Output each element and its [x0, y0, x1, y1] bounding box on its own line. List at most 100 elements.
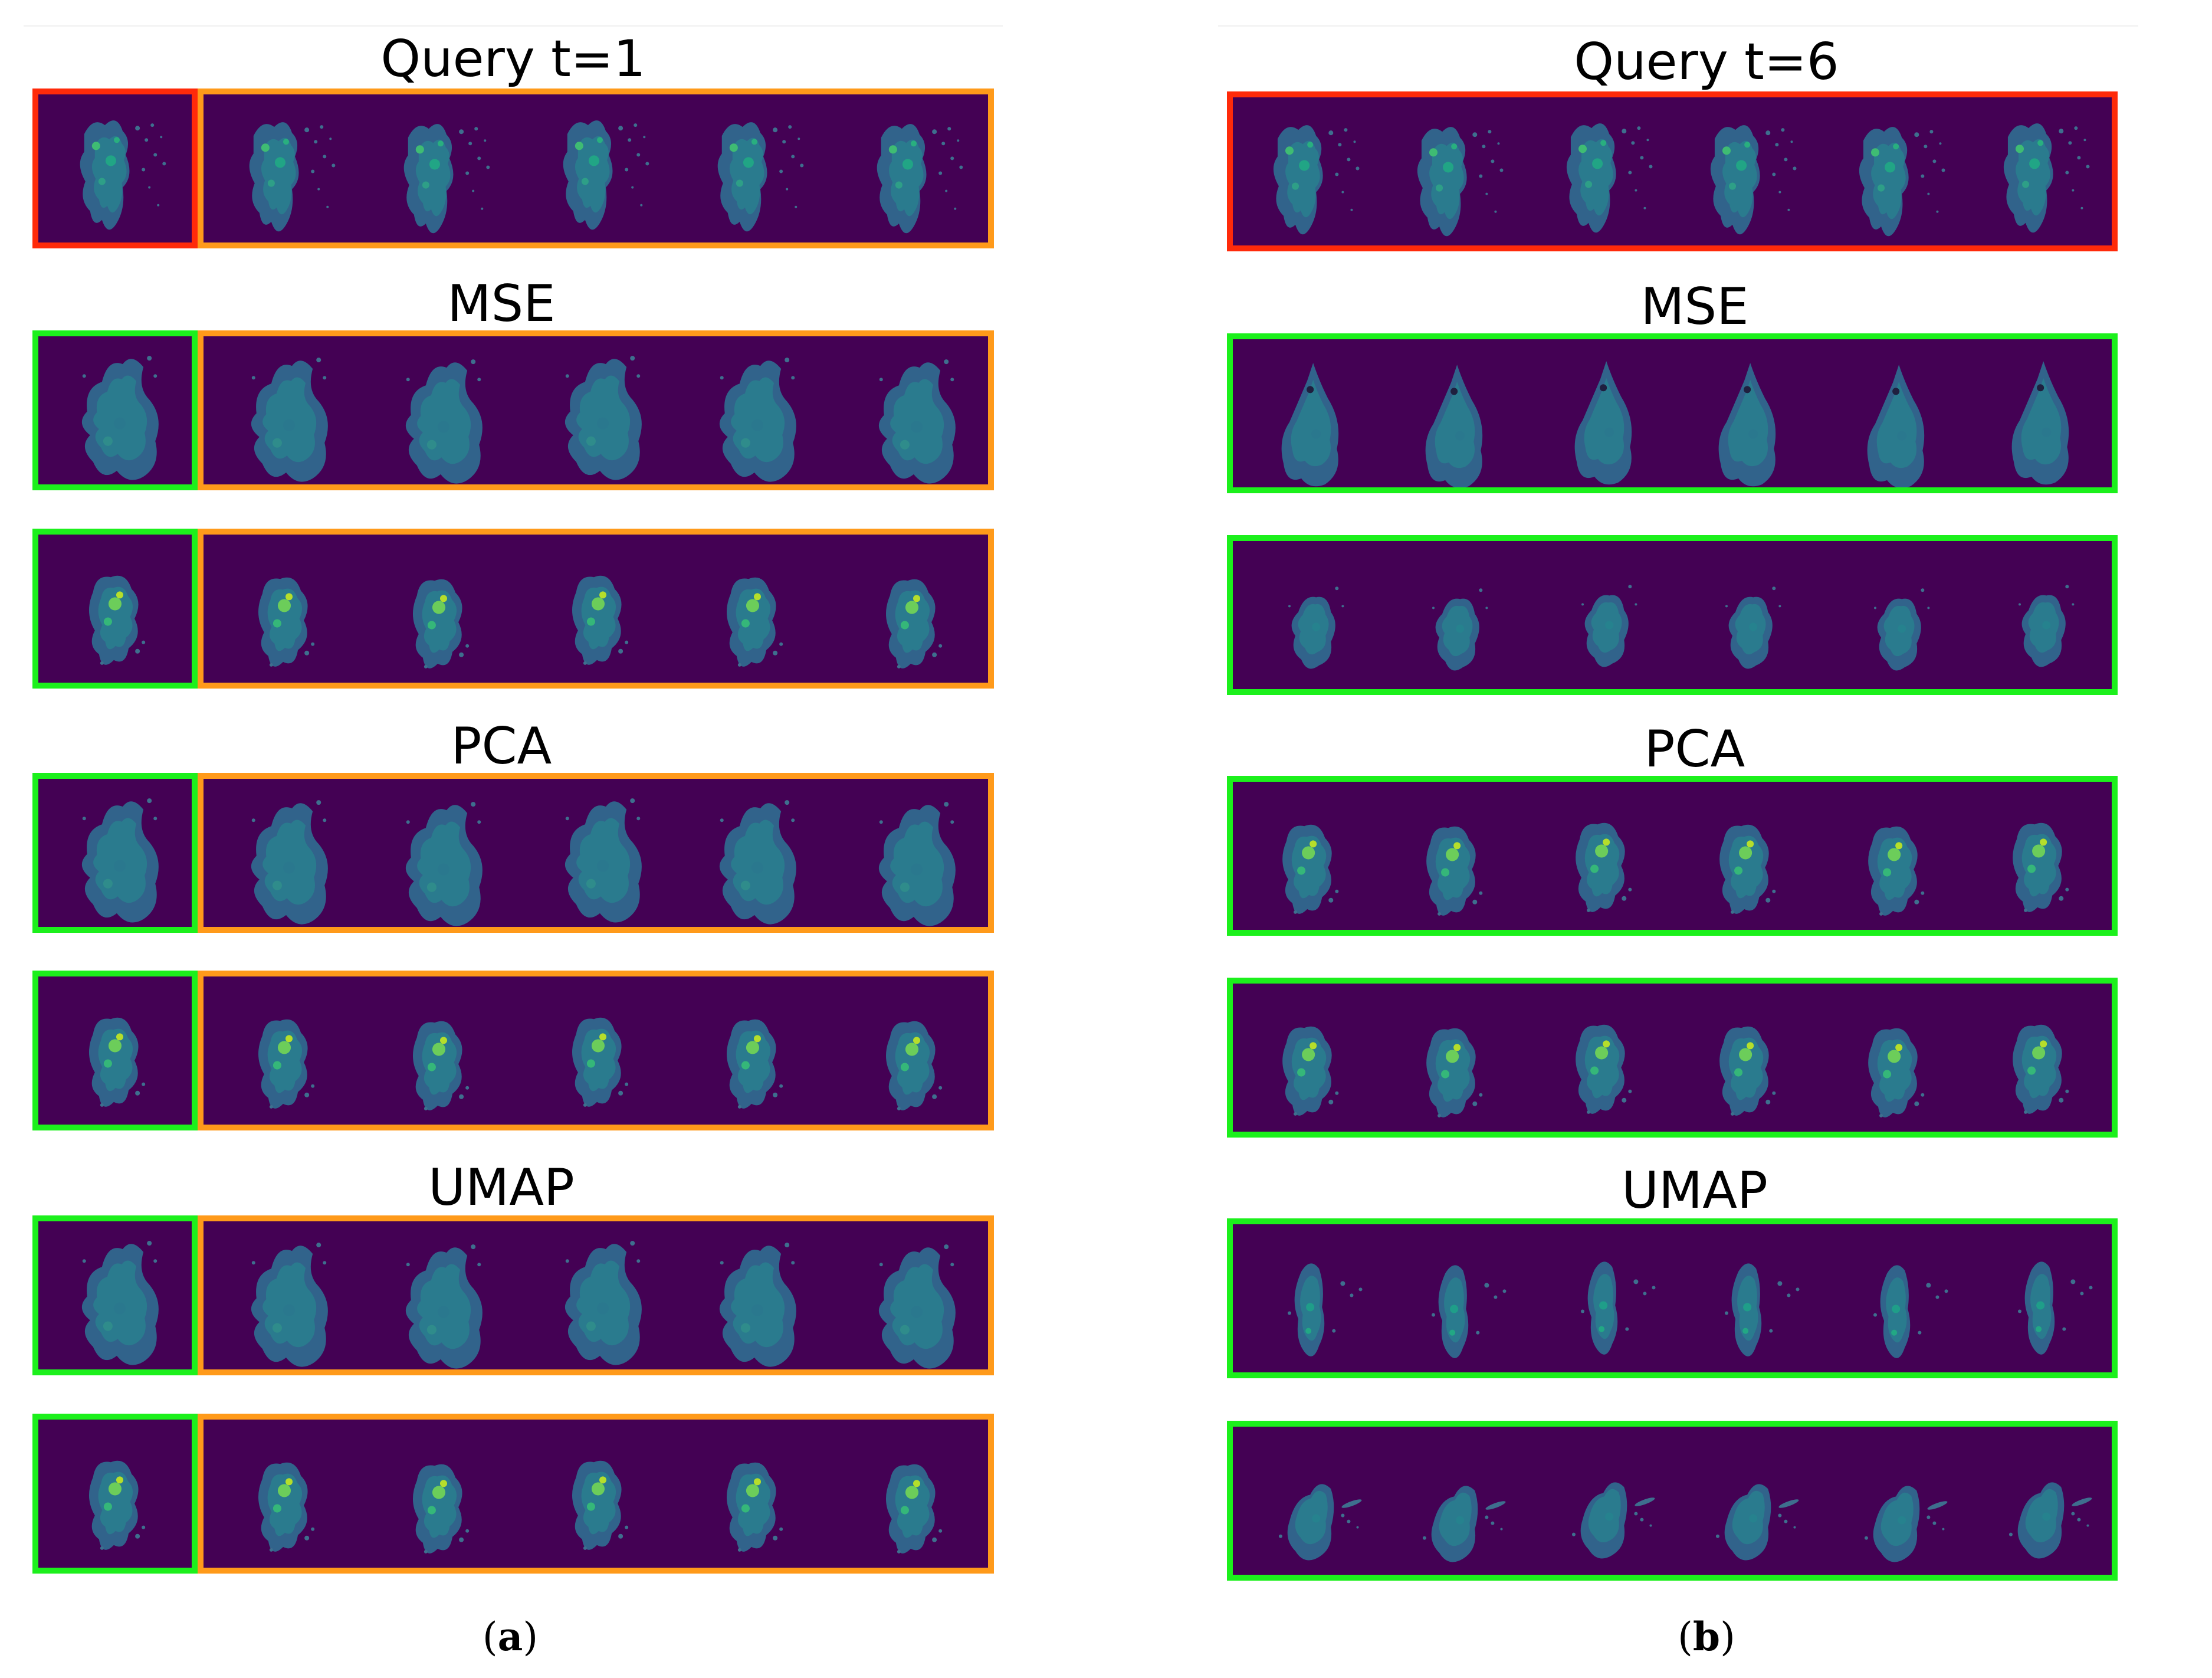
frame-heatmap: [1824, 547, 1971, 689]
heatmap-speck: [1932, 159, 1937, 163]
heatmap-blob-core: [1584, 378, 1624, 465]
heatmap-speck: [1423, 1536, 1427, 1540]
frame-heatmap: [209, 1227, 366, 1369]
panel-top-rule: [24, 25, 1003, 27]
heatmap-speck: [625, 640, 629, 644]
heatmap-speck: [406, 378, 410, 382]
heatmap-speck: [1649, 165, 1653, 169]
heatmap-blob-core: [1295, 1490, 1328, 1545]
heatmap-hotspot: [426, 882, 437, 892]
heatmap-speck: [1338, 143, 1342, 147]
heatmap-speck: [135, 1090, 140, 1096]
heatmap-hotspot: [437, 421, 450, 433]
heatmap-speck: [791, 376, 795, 380]
frame-heatmap: [1385, 989, 1531, 1132]
heatmap-speck: [1499, 168, 1504, 172]
heatmap-speck: [950, 378, 954, 382]
heatmap-speck: [474, 127, 478, 131]
heatmap-hotspot: [2027, 1066, 2036, 1075]
heatmap-svg: [1867, 365, 1925, 487]
heatmap-speck: [82, 1259, 86, 1263]
frame-heatmap: [366, 540, 523, 683]
heatmap-hotspot: [1307, 142, 1314, 148]
heatmap-hotspot: [285, 593, 293, 601]
heatmap-speck: [2062, 1327, 2066, 1331]
heatmap-speck: [618, 648, 623, 654]
heatmap-svg: [251, 1243, 328, 1367]
heatmap-speck: [785, 358, 790, 363]
heatmap-speck: [320, 125, 324, 129]
heatmap-speck: [950, 156, 954, 160]
heatmap-blob-core: [736, 1030, 771, 1093]
heatmap-speck: [465, 644, 470, 648]
heatmap-speck: [2074, 126, 2078, 130]
heatmap-speck: [1341, 191, 1344, 194]
heatmap-speck: [795, 205, 797, 208]
heatmap-hotspot: [1310, 1042, 1317, 1050]
frame-heatmap: [523, 1227, 680, 1369]
heatmap-speck: [1488, 130, 1492, 134]
heatmap-speck: [1328, 1099, 1334, 1105]
heatmap-speck: [477, 156, 481, 160]
panel-a: Query t=1 MSE PCA UMAP (a): [24, 25, 1003, 1660]
heatmap-hotspot: [591, 1482, 605, 1496]
strip-a-umap-1: [32, 1215, 994, 1375]
frame-heatmap: [1239, 547, 1385, 689]
frame-heatmap: [366, 1425, 523, 1568]
frame-heatmap: [1239, 989, 1385, 1132]
heatmap-speck: [1637, 126, 1641, 130]
heatmap-speck: [2070, 1279, 2076, 1284]
heatmap-speck: [625, 1525, 629, 1529]
heatmap-svg: [88, 575, 146, 665]
heatmap-speck: [1932, 1521, 1937, 1525]
heatmap-hotspot: [2039, 1040, 2047, 1048]
heatmap-blob-core: [1871, 142, 1906, 219]
heatmap-hotspot: [599, 1033, 607, 1041]
heatmap-blob-core: [1291, 835, 1327, 899]
context-frames-box: [198, 89, 994, 248]
heatmap-speck: [1332, 1329, 1336, 1333]
heatmap-speck: [631, 186, 634, 189]
heatmap-blob-core: [261, 137, 296, 215]
heatmap-speck: [938, 171, 943, 175]
heatmap-hotspot: [596, 1302, 609, 1315]
heatmap-speck: [1586, 1110, 1590, 1114]
heatmap-speck: [2072, 603, 2075, 606]
heatmap-hotspot: [116, 1033, 124, 1041]
heatmap-speck: [636, 153, 641, 157]
heatmap-speck: [1335, 172, 1339, 176]
heatmap-hotspot: [105, 155, 116, 166]
heatmap-speck: [565, 374, 569, 378]
heatmap-hotspot: [751, 1304, 764, 1316]
heatmap-hotspot: [586, 1502, 595, 1511]
heatmap-speck: [1341, 605, 1344, 608]
heatmap-speck: [1921, 891, 1925, 895]
heatmap-speck: [142, 640, 146, 644]
heatmap-speck: [1472, 132, 1478, 137]
context-frames-box: [198, 529, 994, 689]
heatmap-hotspot: [1590, 864, 1599, 873]
heatmap-speck: [950, 1263, 954, 1267]
heatmap-blob-core: [267, 1473, 303, 1536]
heatmap-hotspot: [746, 599, 760, 612]
caption-letter: a: [497, 1614, 523, 1660]
heatmap-hotspot: [2035, 1326, 2042, 1332]
heatmap-blob-core: [1291, 1037, 1327, 1100]
heatmap-blob-core: [2025, 1489, 2058, 1543]
heatmap-speck: [938, 1086, 943, 1090]
heatmap-speck: [1924, 145, 1928, 149]
heatmap-svg: [80, 120, 166, 230]
heatmap-speck: [82, 374, 86, 378]
heatmap-svg: [2012, 1024, 2069, 1114]
heatmap-svg: [1432, 1265, 1507, 1358]
heatmap-hotspot: [910, 421, 923, 433]
frame-heatmap: [1239, 345, 1385, 487]
heatmap-speck: [1787, 208, 1790, 211]
heatmap-hotspot: [273, 619, 281, 628]
frame-heatmap: [680, 540, 837, 683]
heatmap-speck: [2017, 1309, 2021, 1313]
heatmap-blob-core: [98, 1471, 133, 1535]
heatmap-svg: [1288, 586, 1344, 669]
heatmap-speck: [950, 820, 954, 824]
heatmap-speck: [1927, 607, 1930, 609]
